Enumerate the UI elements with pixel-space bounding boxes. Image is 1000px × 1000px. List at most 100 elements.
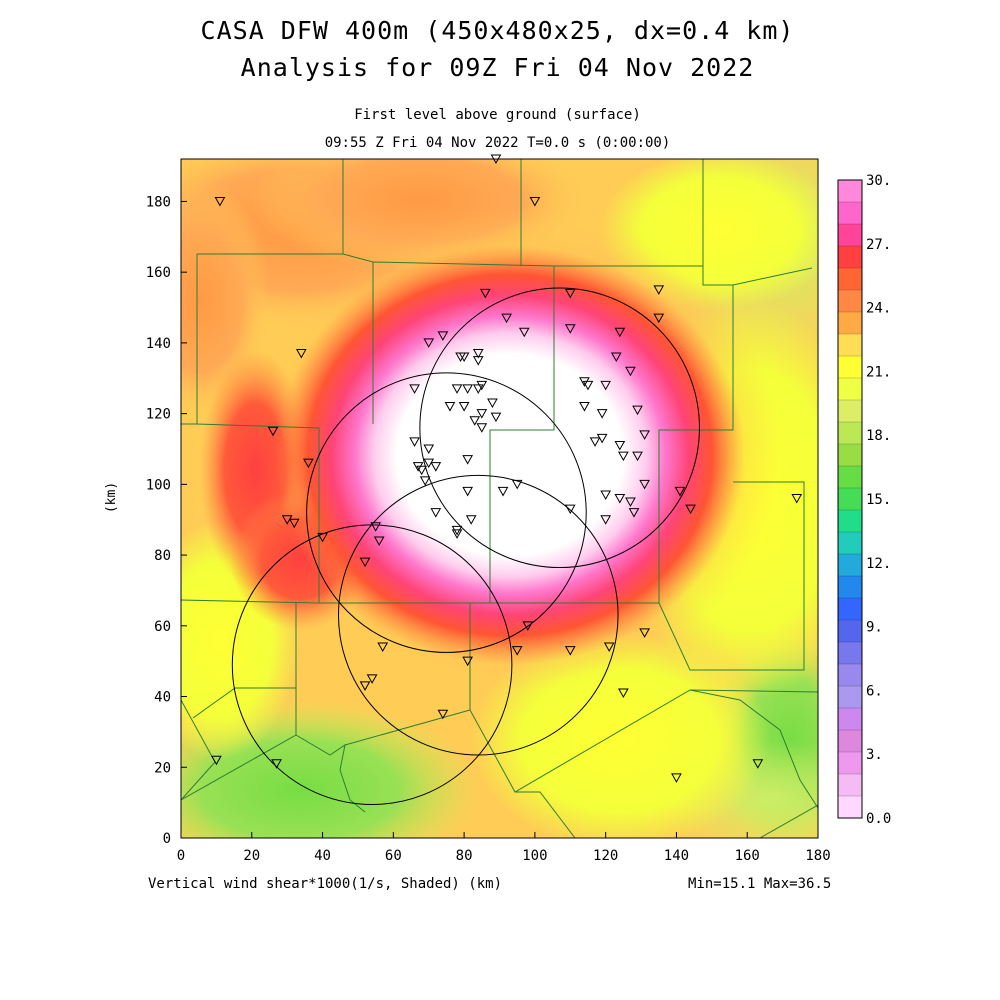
station-marker bbox=[469, 416, 481, 426]
colorbar-swatch bbox=[838, 444, 862, 467]
station-marker bbox=[618, 688, 629, 699]
y-axis-ticks: 0 20 40 60 80 100 120 140 160 180 bbox=[146, 194, 187, 847]
subtitle-time: 09:55 Z Fri 04 Nov 2022 T=0.0 s (0:00:00… bbox=[324, 135, 671, 151]
radar-ring-1 bbox=[306, 372, 587, 653]
colorbar-swatch bbox=[838, 686, 862, 709]
station-marker bbox=[462, 656, 474, 667]
colorbar-label: 3. bbox=[866, 747, 883, 763]
station-marker bbox=[377, 642, 389, 653]
colorbar-swatch bbox=[838, 268, 862, 291]
colorbar-swatch bbox=[838, 796, 862, 819]
title-line-1: CASA DFW 400m (450x480x25, dx=0.4 km) bbox=[200, 16, 795, 45]
plot-frame bbox=[180, 158, 819, 839]
y-tick-label: 100 bbox=[146, 477, 171, 493]
station-marker bbox=[579, 402, 590, 412]
colorbar-label: 9. bbox=[866, 620, 883, 636]
station-marker bbox=[791, 494, 803, 504]
footer-variable-label: Vertical wind shear*1000(1/s, Shaded) (k… bbox=[148, 876, 503, 892]
station-marker bbox=[444, 402, 456, 412]
station-marker bbox=[600, 380, 612, 391]
radar-rings bbox=[231, 287, 700, 805]
colorbar-swatch bbox=[838, 576, 862, 599]
station-marker bbox=[490, 412, 502, 423]
station-marker bbox=[685, 504, 696, 515]
station-marker bbox=[271, 759, 282, 769]
station-marker bbox=[632, 451, 643, 462]
colorbar-label: 27. bbox=[866, 237, 891, 253]
station-marker bbox=[511, 646, 523, 656]
station-marker bbox=[596, 409, 608, 419]
county-boundaries bbox=[181, 159, 818, 838]
colorbar: 30. 27. 24. 21. 18. 15. 12. 9. 6. 3. 0.0 bbox=[837, 173, 891, 827]
station-marker bbox=[465, 515, 477, 525]
x-tick-label: 180 bbox=[805, 848, 830, 864]
colorbar-swatch bbox=[838, 378, 862, 401]
station-marker bbox=[476, 423, 488, 433]
station-marker bbox=[564, 504, 576, 515]
station-marker bbox=[589, 437, 601, 447]
x-tick-label: 80 bbox=[456, 848, 473, 864]
colorbar-swatch bbox=[838, 356, 862, 379]
y-tick-label: 60 bbox=[154, 619, 171, 635]
station-marker bbox=[564, 646, 576, 656]
station-marker bbox=[423, 458, 435, 469]
colorbar-swatch bbox=[838, 620, 862, 643]
station-marker bbox=[618, 451, 629, 462]
x-axis-ticks: 0 20 40 60 80 100 120 140 160 180 bbox=[177, 832, 831, 864]
station-marker bbox=[359, 681, 371, 691]
station-marker bbox=[451, 384, 463, 394]
y-tick-label: 40 bbox=[154, 690, 171, 706]
station-marker bbox=[366, 674, 378, 684]
station-marker bbox=[639, 430, 650, 440]
station-marker bbox=[752, 759, 764, 769]
subtitle-level: First level above ground (surface) bbox=[354, 107, 641, 123]
colorbar-swatch bbox=[838, 488, 862, 511]
station-marker bbox=[462, 486, 474, 497]
station-marker bbox=[472, 356, 484, 366]
colorbar-swatch bbox=[838, 642, 862, 665]
station-marker bbox=[409, 384, 420, 394]
station-marker bbox=[359, 557, 371, 568]
colorbar-swatch bbox=[838, 290, 862, 313]
station-marker bbox=[614, 494, 626, 504]
station-marker bbox=[409, 437, 420, 447]
station-marker bbox=[674, 486, 686, 497]
x-tick-label: 60 bbox=[385, 848, 402, 864]
station-marker bbox=[472, 384, 484, 394]
station-marker bbox=[437, 331, 449, 341]
station-marker bbox=[370, 522, 381, 532]
colorbar-swatch bbox=[838, 466, 862, 489]
station-marker bbox=[288, 518, 300, 529]
station-marker bbox=[653, 285, 665, 295]
station-marker bbox=[600, 515, 612, 525]
station-marker bbox=[295, 349, 307, 359]
colorbar-swatch bbox=[838, 180, 862, 203]
station-marker bbox=[317, 532, 328, 543]
y-tick-label: 140 bbox=[146, 336, 171, 352]
x-tick-label: 20 bbox=[243, 848, 260, 864]
station-marker bbox=[610, 352, 622, 363]
station-marker bbox=[487, 398, 498, 409]
station-marker bbox=[653, 313, 665, 324]
station-marker bbox=[281, 515, 293, 525]
station-marker bbox=[529, 196, 541, 207]
colorbar-swatch bbox=[838, 532, 862, 555]
station-marker bbox=[625, 366, 636, 377]
colorbar-swatch bbox=[838, 664, 862, 687]
station-marker bbox=[479, 288, 491, 299]
station-marker bbox=[476, 409, 488, 419]
colorbar-label: 15. bbox=[866, 492, 891, 508]
x-tick-label: 0 bbox=[177, 848, 185, 864]
y-tick-label: 0 bbox=[163, 831, 171, 847]
station-marker bbox=[501, 313, 512, 324]
station-marker bbox=[600, 490, 612, 500]
y-tick-label: 20 bbox=[154, 760, 171, 776]
colorbar-label: 21. bbox=[866, 364, 891, 380]
colorbar-label: 6. bbox=[866, 683, 883, 699]
station-marker bbox=[671, 773, 682, 783]
colorbar-label: 30. bbox=[866, 173, 891, 189]
station-marker bbox=[462, 455, 474, 465]
station-marker bbox=[497, 486, 509, 497]
colorbar-swatch bbox=[838, 224, 862, 247]
x-tick-label: 120 bbox=[593, 848, 618, 864]
